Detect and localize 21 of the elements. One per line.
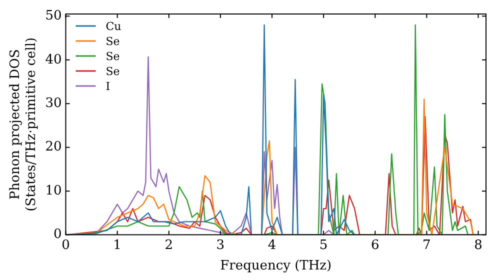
x-axis-title: Frequency (THz) xyxy=(220,258,332,274)
legend-label: Se xyxy=(106,34,120,48)
x-tick-label: 5 xyxy=(319,238,328,253)
y-tick-label: 10 xyxy=(45,183,62,198)
y-axis-title: Phonon projected DOS (States/THz·primitive cell) xyxy=(8,37,39,212)
legend-label: Se xyxy=(106,50,120,63)
y-tick-label: 40 xyxy=(45,52,62,68)
legend-label: Cu xyxy=(106,20,122,33)
x-tick-label: 2 xyxy=(164,238,174,253)
x-tick-label: 1 xyxy=(113,238,122,253)
x-tick-label: 3 xyxy=(216,238,225,253)
x-tick-label: 6 xyxy=(370,238,380,253)
x-tick-label: 4 xyxy=(268,238,276,253)
legend-label: I xyxy=(106,80,110,93)
x-tick-label: 8 xyxy=(474,238,482,253)
y-tick-label: 20 xyxy=(45,140,62,155)
x-tick-label: 7 xyxy=(422,238,431,253)
y-tick-label: 50 xyxy=(45,8,62,24)
legend-label: Se xyxy=(106,64,120,78)
y-tick-label: 30 xyxy=(45,96,62,112)
y-tick-label: 0 xyxy=(53,227,62,242)
